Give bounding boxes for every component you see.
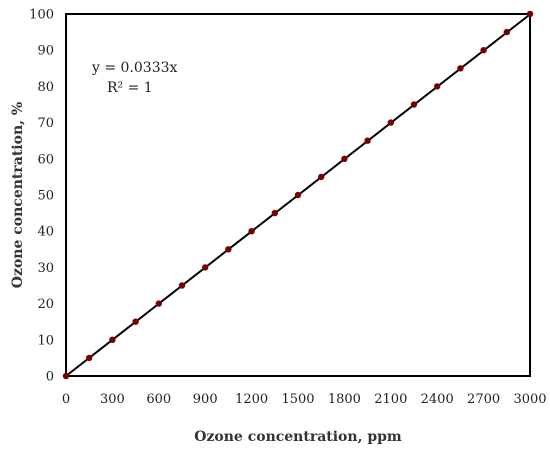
data-point (178, 282, 186, 289)
data-point (364, 137, 371, 144)
y-axis-title: Ozone concentration, % (10, 102, 26, 288)
x-tick-label: 2100 (374, 392, 407, 407)
data-point (155, 300, 162, 307)
y-tick-labels: 0 10 20 30 40 50 60 70 80 90 100 (29, 8, 54, 385)
y-tick-label: 10 (37, 333, 54, 348)
data-point (480, 47, 487, 54)
data-point (132, 318, 139, 325)
y-tick-label: 60 (37, 152, 54, 167)
x-tick-label: 2400 (421, 392, 454, 407)
y-tick-label: 70 (37, 116, 54, 131)
x-tick-label: 1800 (328, 392, 361, 407)
data-point (318, 173, 325, 181)
data-point (271, 209, 278, 217)
y-tick-label: 80 (37, 80, 54, 95)
x-tick-label: 2700 (467, 392, 500, 407)
data-point (526, 10, 534, 18)
plot-frame (65, 13, 531, 377)
data-point (225, 246, 232, 253)
data-point (434, 83, 441, 90)
y-tick-label: 20 (37, 297, 54, 312)
x-axis-title: Ozone concentration, ppm (194, 429, 402, 445)
data-point (202, 264, 209, 271)
data-point (294, 191, 302, 199)
data-point (86, 354, 93, 362)
data-points (62, 10, 534, 380)
data-point (109, 336, 116, 343)
data-point (457, 65, 464, 72)
x-tick-label: 1500 (281, 392, 314, 407)
y-tick-label: 90 (37, 44, 54, 59)
x-tick-label: 600 (146, 392, 171, 407)
data-point (248, 228, 255, 235)
x-tick-label: 0 (62, 392, 70, 407)
y-tick-label: 40 (37, 225, 54, 240)
data-point (387, 119, 394, 126)
y-tick-label: 0 (46, 370, 54, 385)
y-tick-label: 30 (37, 261, 54, 276)
r-squared-label: R² = 1 (107, 80, 153, 96)
y-tick-label: 100 (29, 8, 54, 23)
data-point (62, 372, 70, 380)
x-tick-label: 300 (100, 392, 125, 407)
x-tick-label: 1200 (235, 392, 268, 407)
data-point (341, 155, 348, 162)
y-tick-label: 50 (37, 189, 54, 204)
trend-equation: y = 0.0333x (91, 60, 178, 76)
x-tick-label: 3000 (513, 392, 546, 407)
x-tick-labels: 0 300 600 900 1200 1500 1800 2100 2400 2700 3000 (62, 392, 547, 407)
data-point (410, 101, 418, 108)
x-tick-label: 900 (193, 392, 218, 407)
data-point (503, 28, 510, 36)
